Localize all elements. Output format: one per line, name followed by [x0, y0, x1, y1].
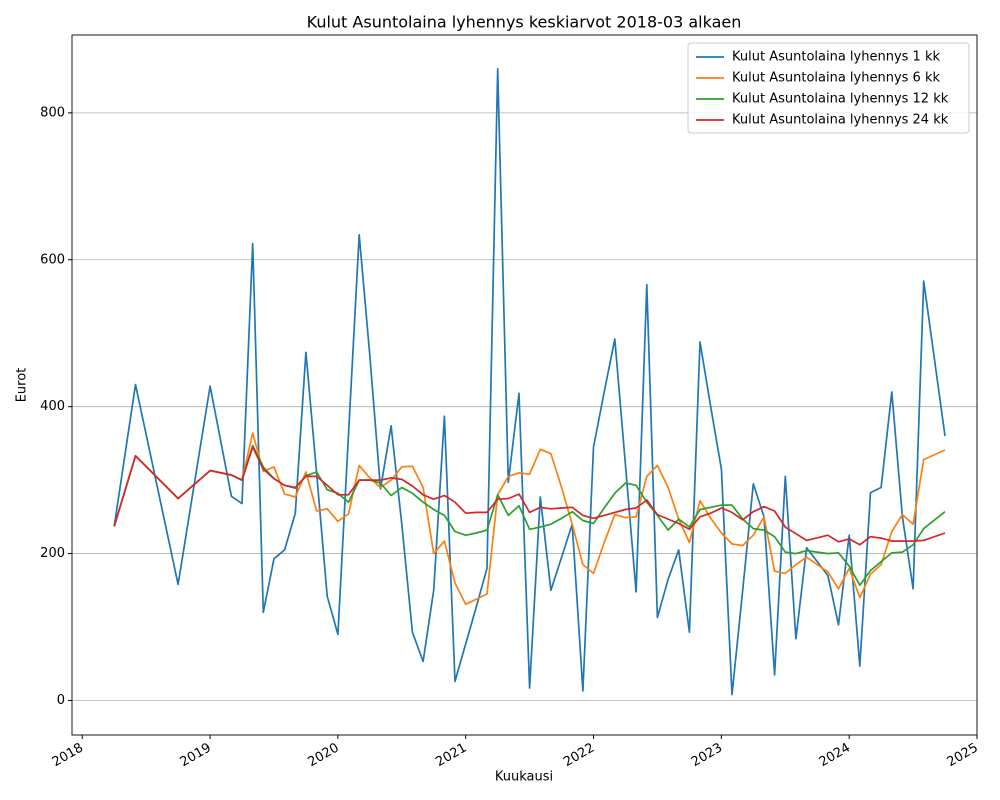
x-tick-label: 2022: [561, 741, 597, 771]
x-tick-label: 2025: [945, 741, 981, 771]
legend-box: [687, 42, 970, 134]
legend-label: Kulut Asuntolaina lyhennys 1 kk: [732, 50, 940, 65]
series-line: [113, 446, 946, 546]
y-tick-label: 200: [40, 546, 65, 561]
series-line: [113, 432, 946, 606]
y-tick-label: 0: [57, 693, 65, 708]
x-axis-label: Kuukausi: [495, 770, 553, 785]
legend-label: Kulut Asuntolaina lyhennys 12 kk: [732, 92, 949, 107]
y-tick-label: 600: [40, 252, 65, 267]
y-tick-label: 400: [40, 399, 65, 414]
x-tick-label: 2021: [433, 741, 469, 771]
legend: Kulut Asuntolaina lyhennys 1 kk Kulut Asu…: [687, 42, 970, 134]
series-line: [113, 444, 946, 587]
series-line: [113, 67, 946, 696]
x-tick-label: 2018: [50, 741, 86, 771]
x-tick-label: 2020: [305, 741, 341, 771]
x-tick-label: 2019: [178, 741, 214, 771]
plot-frame: [71, 34, 978, 736]
legend-label: Kulut Asuntolaina lyhennys 6 kk: [732, 71, 940, 86]
x-tick-label: 2024: [817, 741, 853, 771]
x-tick-label: 2023: [689, 741, 725, 771]
y-axis-label: Eurot: [15, 368, 30, 403]
y-tick-label: 800: [40, 105, 65, 120]
legend-label: Kulut Asuntolaina lyhennys 24 kk: [732, 113, 949, 128]
chart-title: Kulut Asuntolaina lyhennys keskiarvot 20…: [307, 13, 742, 32]
